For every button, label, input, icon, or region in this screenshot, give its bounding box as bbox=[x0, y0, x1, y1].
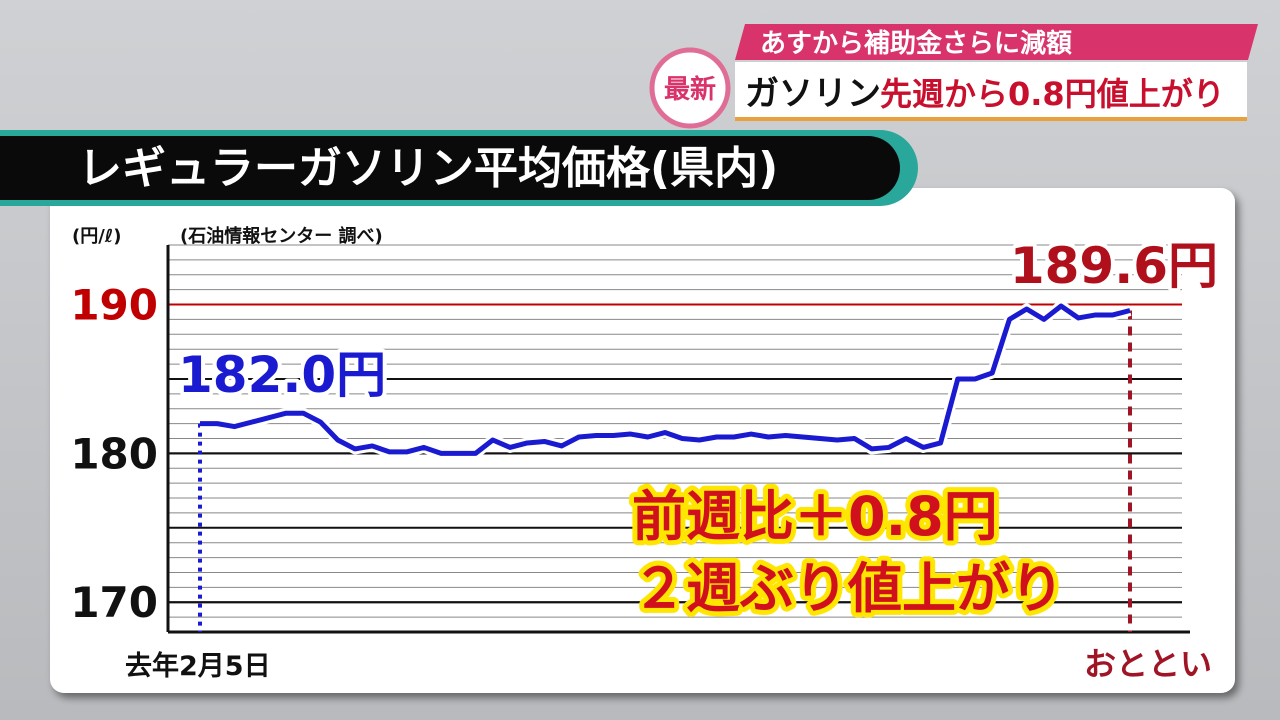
chart-title: レギュラーガソリン平均価格(県内) bbox=[78, 143, 778, 194]
badge-circle bbox=[649, 47, 731, 129]
data-label: 182.0円 bbox=[178, 346, 386, 404]
y-tick-label: 170 bbox=[70, 578, 158, 627]
y-unit: (円/ℓ) bbox=[72, 226, 122, 247]
source-note: (石油情報センター 調べ) bbox=[180, 225, 383, 247]
banner-bar bbox=[735, 24, 1258, 60]
annotation: 前週比＋0.8円 bbox=[632, 485, 998, 548]
headline-underline bbox=[735, 117, 1247, 121]
banner-text: あすから補助金さらに減額 bbox=[760, 28, 1072, 59]
headline-box bbox=[735, 62, 1247, 120]
headline-topic: ガソリン bbox=[745, 74, 881, 114]
title-bar bbox=[0, 136, 900, 200]
data-label: 189.6円 bbox=[1010, 237, 1218, 295]
annotation: ２週ぶり値上がり bbox=[632, 557, 1064, 620]
x-tick-label: 去年2月5日 bbox=[125, 650, 271, 682]
data-line bbox=[200, 303, 1131, 456]
x-tick-label: おととい bbox=[1084, 645, 1212, 683]
y-tick-label: 180 bbox=[70, 429, 158, 478]
headline-text: 先週から0.8円値上がり bbox=[880, 75, 1225, 113]
badge-text: 最新 bbox=[664, 74, 716, 105]
y-tick-label: 190 bbox=[70, 281, 158, 330]
